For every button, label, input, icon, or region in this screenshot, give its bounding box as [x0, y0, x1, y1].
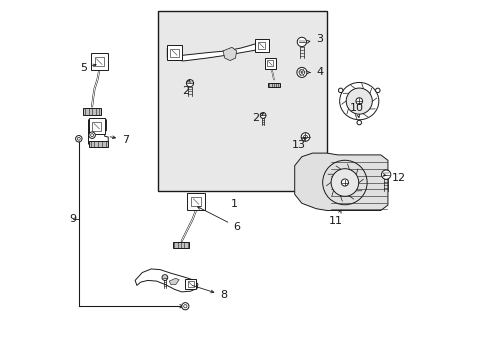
Text: 1: 1: [230, 199, 238, 210]
Text: 2: 2: [251, 113, 264, 123]
Circle shape: [299, 69, 304, 75]
Polygon shape: [223, 47, 236, 60]
Text: 7: 7: [110, 135, 129, 145]
Bar: [185, 279, 196, 289]
Bar: [89, 141, 107, 147]
Circle shape: [355, 98, 362, 104]
Circle shape: [183, 305, 186, 308]
Circle shape: [76, 135, 82, 142]
Bar: [167, 45, 182, 60]
Bar: [264, 58, 275, 69]
Circle shape: [330, 169, 358, 196]
Text: 13: 13: [291, 137, 305, 150]
Bar: [90, 53, 108, 70]
Circle shape: [162, 275, 167, 280]
Polygon shape: [169, 278, 179, 285]
Text: 3: 3: [306, 34, 323, 44]
Text: 4: 4: [306, 67, 323, 77]
Ellipse shape: [339, 82, 378, 120]
Bar: [267, 60, 273, 66]
Circle shape: [296, 67, 306, 77]
Circle shape: [186, 80, 193, 87]
Text: 2: 2: [182, 80, 190, 96]
Text: 5: 5: [80, 63, 96, 73]
Bar: [267, 83, 279, 87]
Text: 11: 11: [328, 210, 342, 226]
Circle shape: [338, 88, 342, 93]
Bar: [191, 197, 201, 206]
Bar: [92, 122, 101, 131]
Circle shape: [346, 88, 371, 114]
Polygon shape: [88, 120, 108, 144]
Bar: [88, 118, 105, 134]
Text: 9: 9: [69, 215, 76, 224]
Bar: [83, 108, 101, 115]
Circle shape: [297, 37, 306, 46]
Circle shape: [77, 137, 80, 140]
Bar: [258, 42, 265, 49]
Polygon shape: [167, 43, 265, 61]
Circle shape: [89, 132, 95, 138]
Bar: [254, 39, 268, 52]
Text: 6: 6: [197, 207, 240, 231]
Text: 10: 10: [348, 103, 363, 117]
Circle shape: [260, 113, 265, 118]
Polygon shape: [294, 153, 387, 211]
Circle shape: [341, 179, 348, 186]
Bar: [158, 12, 326, 191]
Circle shape: [301, 133, 309, 141]
Polygon shape: [135, 269, 198, 292]
Circle shape: [90, 134, 93, 137]
Circle shape: [303, 135, 307, 139]
Bar: [94, 57, 104, 66]
Bar: [187, 193, 204, 210]
Bar: [170, 49, 178, 57]
Circle shape: [375, 88, 379, 93]
Circle shape: [381, 170, 390, 179]
Bar: [172, 242, 189, 248]
Circle shape: [182, 303, 188, 310]
Circle shape: [356, 120, 361, 125]
Text: 12: 12: [382, 173, 406, 183]
Text: 8: 8: [192, 285, 227, 301]
Bar: [187, 281, 193, 287]
